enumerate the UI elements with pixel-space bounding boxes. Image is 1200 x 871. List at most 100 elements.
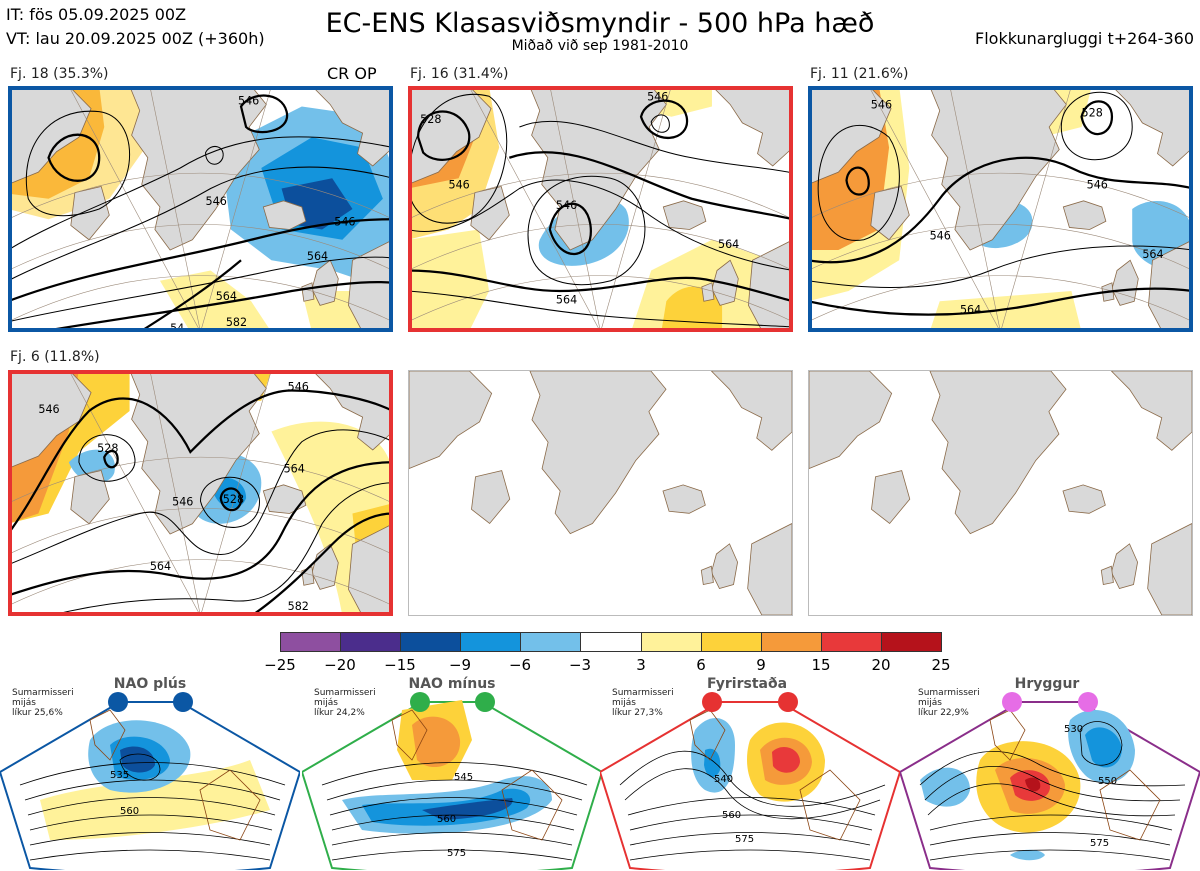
contour-label: 528 [97, 442, 118, 455]
contour-label: 564 [1142, 248, 1163, 261]
regime-marker [1078, 692, 1098, 712]
regime-probability: líkur 24,2% [314, 708, 365, 718]
colorbar-swatch [341, 633, 402, 651]
climatology-subtitle: Miðað við sep 1981-2010 [511, 38, 689, 54]
contour-label: 582 [226, 316, 247, 329]
contour-label: 546 [238, 94, 259, 107]
positive-anomaly-area [1025, 777, 1041, 792]
coastline [989, 709, 1161, 841]
colorbar-tick: 15 [811, 656, 831, 674]
contour-label: 545 [454, 772, 473, 783]
regime-normal: mijás [612, 698, 636, 708]
contour-label: 564 [307, 250, 328, 263]
contour-label: 540 [714, 774, 733, 785]
regime-normal: mijás [314, 698, 338, 708]
contour-label: 575 [735, 834, 754, 845]
contour-label: 546 [288, 380, 309, 393]
anomaly-colorbar [280, 632, 942, 652]
regime-normal: mijás [12, 698, 36, 708]
cluster-1-control-op-label: CR OP [327, 64, 377, 83]
positive-anomaly-area [772, 747, 800, 773]
contour-label: 546 [647, 90, 668, 103]
colorbar-tick: 3 [636, 656, 646, 674]
cluster-1-label: Fj. 18 (35.3%) [10, 66, 109, 82]
regime-map-nao-minus: 545 560 575 [302, 692, 602, 870]
contour-label: 582 [288, 600, 309, 613]
cluster-window-label: Flokkunargluggi t+264-360 [975, 29, 1194, 48]
contour-label: 560 [120, 806, 139, 817]
height-contours [321, 762, 588, 861]
contour-label: 546 [449, 178, 470, 191]
regime-marker [475, 692, 495, 712]
contour-label: 564 [216, 290, 237, 303]
positive-anomaly-area [412, 716, 461, 768]
contour-label: 528 [420, 113, 441, 126]
valid-time-label: VT: lau 20.09.2025 00Z (+360h) [6, 29, 265, 48]
colorbar-swatch [881, 633, 942, 651]
positive-anomaly-area [40, 760, 270, 840]
negative-anomaly-area [704, 748, 721, 778]
positive-anomaly-area [408, 229, 490, 332]
regime-title-nao-plus: NAO plús [113, 676, 187, 692]
contour-label: 54 [170, 322, 184, 332]
colorbar-swatch [641, 633, 702, 651]
regime-marker [1002, 692, 1022, 712]
coastline [391, 709, 563, 841]
colorbar-tick: 25 [931, 656, 951, 674]
regime-title-blocking: Fyrirstaða [706, 676, 788, 692]
regime-marker [410, 692, 430, 712]
colorbar-swatch [281, 633, 342, 651]
regime-note: Sumarmisseri mijás líkur 27,3% [612, 688, 674, 718]
regime-map-ridge: 530 550 575 [900, 692, 1200, 870]
negative-anomaly-area [422, 798, 513, 820]
colorbar-tick: 9 [756, 656, 766, 674]
cluster-3-label: Fj. 11 (21.6%) [810, 66, 909, 82]
contour-label: 546 [38, 403, 59, 416]
colorbar-tick: −20 [324, 656, 356, 674]
colorbar-tick: −25 [264, 656, 296, 674]
height-contours [8, 389, 393, 616]
contour-label: 550 [1098, 776, 1117, 787]
contour-label: 546 [1087, 178, 1108, 191]
graticule [8, 370, 393, 616]
regime-probability: líkur 22,9% [918, 708, 969, 718]
colorbar-tick: −3 [568, 656, 592, 674]
height-contours [808, 91, 1193, 316]
cluster-2-map: 528 546 546 546 564 564 [408, 86, 793, 332]
negative-anomaly-area [1010, 849, 1045, 861]
colorbar-tick: −15 [384, 656, 416, 674]
contour-label: 575 [1090, 838, 1109, 849]
regime-probability: líkur 25,6% [12, 708, 63, 718]
regime-marker [173, 692, 193, 712]
regime-note: Sumarmisseri mijás líkur 24,2% [314, 688, 376, 718]
height-contours [19, 753, 286, 861]
height-contours [919, 721, 1186, 861]
height-contours [408, 93, 793, 328]
colorbar-swatch [401, 633, 462, 651]
contour-label: 546 [206, 195, 227, 208]
contour-label: 564 [284, 462, 305, 475]
contour-label: 560 [437, 814, 456, 825]
contour-label: 564 [718, 238, 739, 251]
coastline [89, 709, 261, 841]
contour-label: 564 [150, 560, 171, 573]
negative-anomaly-area [920, 767, 970, 807]
colorbar-swatch [761, 633, 822, 651]
colorbar-swatch [701, 633, 762, 651]
coastline [689, 709, 861, 841]
positive-anomaly-area [159, 270, 272, 332]
contour-label: 528 [1082, 107, 1103, 120]
contour-label: 564 [960, 303, 981, 316]
empty-map-panel [408, 370, 793, 616]
cluster-2-label: Fj. 16 (31.4%) [410, 66, 509, 82]
contour-label: 546 [334, 215, 355, 228]
regime-season: Sumarmisseri [12, 688, 74, 698]
negative-anomaly-area [1085, 727, 1122, 768]
regime-note: Sumarmisseri mijás líkur 25,6% [12, 688, 74, 718]
regime-map-blocking: 540 560 575 [600, 692, 900, 870]
land-outline [409, 371, 792, 615]
regime-map-nao-plus: 535 560 [0, 692, 300, 870]
regime-title-nao-minus: NAO mínus [408, 676, 496, 692]
init-time-label: IT: fös 05.09.2025 00Z [6, 5, 187, 24]
regime-season: Sumarmisseri [314, 688, 376, 698]
